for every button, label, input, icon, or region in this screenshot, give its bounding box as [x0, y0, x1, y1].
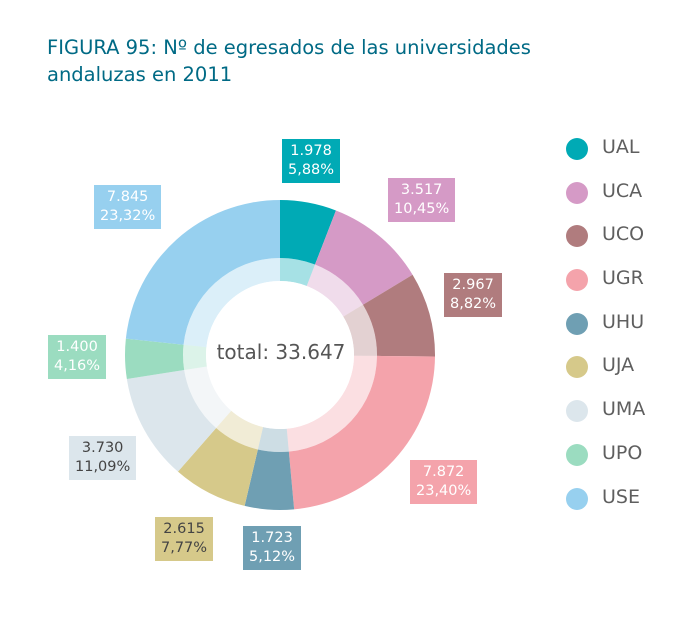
data-label-percent-uca: 10,45% — [394, 201, 450, 217]
slice-uma — [126, 370, 217, 472]
legend-swatch-uco — [566, 225, 588, 248]
data-label-ugr: 7.872 23,40% — [410, 460, 478, 504]
slice-inner-uhu — [257, 427, 289, 452]
slice-inner-uca — [306, 264, 363, 317]
data-label-percent-uco: 8,82% — [450, 296, 497, 312]
data-label-upo: 1.400 4,16% — [48, 335, 107, 379]
slice-inner-uco — [343, 304, 377, 356]
slice-uja — [177, 428, 258, 506]
data-label-use: 7.845 23,32% — [94, 185, 162, 229]
slice-uco — [362, 274, 435, 357]
slice-inner-upo — [183, 344, 207, 371]
data-label-uja: 2.615 7,77% — [155, 517, 214, 561]
legend-swatch-uca — [566, 181, 588, 204]
legend-swatch-uja — [566, 356, 588, 379]
slice-inner-ugr — [286, 355, 377, 452]
legend-swatch-uhu — [566, 312, 588, 335]
legend-swatch-use — [566, 487, 588, 510]
data-label-value-uco: 2.967 — [452, 277, 494, 293]
data-label-value-ual: 1.978 — [290, 143, 332, 159]
legend-swatch-upo — [566, 443, 588, 466]
slice-uca — [315, 210, 413, 305]
legend-swatch-ual — [566, 138, 588, 160]
chart-title: FIGURA 95: Nº de egresados de las univer… — [47, 34, 647, 88]
data-label-value-ugr: 7.872 — [422, 464, 465, 480]
slice-upo — [125, 338, 185, 380]
chart-title-line-2: andaluzas en 2011 — [47, 63, 233, 86]
legend-label-uja: UJA — [602, 354, 635, 377]
data-label-value-uca: 3.517 — [400, 182, 443, 198]
legend-label-uhu: UHU — [602, 310, 645, 333]
data-label-percent-uma: 11,09% — [75, 459, 131, 475]
total-label: total: 33.647 — [216, 340, 346, 364]
data-label-value-upo: 1.400 — [56, 339, 98, 355]
legend-label-upo: UPO — [602, 441, 643, 464]
data-label-ual: 1.978 5,88% — [282, 139, 341, 183]
slice-ual — [280, 200, 336, 265]
slice-inner-use — [183, 258, 280, 348]
legend-label-ual: UAL — [602, 136, 640, 158]
data-label-percent-ugr: 23,40% — [416, 483, 472, 499]
data-label-value-uma: 3.730 — [81, 440, 124, 456]
data-label-uca: 3.517 10,45% — [388, 178, 456, 222]
legend-swatch-ugr — [566, 269, 588, 292]
legend-label-uma: UMA — [602, 398, 646, 421]
data-label-value-uja: 2.615 — [163, 521, 205, 537]
data-label-value-uhu: 1.723 — [251, 530, 293, 546]
slice-ugr — [288, 355, 435, 510]
legend-label-uca: UCA — [602, 179, 643, 202]
slice-inner-uja — [216, 410, 264, 450]
slice-inner-uma — [184, 366, 232, 429]
data-label-percent-uja: 7,77% — [161, 540, 208, 556]
data-label-percent-ual: 5,88% — [288, 162, 335, 178]
data-label-percent-upo: 4,16% — [54, 358, 101, 374]
data-label-value-use: 7.845 — [106, 189, 149, 205]
donut-hole — [206, 281, 354, 429]
data-label-percent-uhu: 5,12% — [249, 549, 296, 565]
data-label-uma: 3.730 11,09% — [69, 436, 137, 480]
slice-inner-ual — [280, 258, 316, 286]
chart-title-line-1: FIGURA 95: Nº de egresados de las univer… — [47, 36, 531, 59]
slice-use — [125, 200, 281, 345]
legend-label-uco: UCO — [602, 223, 645, 246]
legend-label-use: USE — [602, 485, 640, 508]
data-label-uco: 2.967 8,82% — [444, 273, 503, 317]
legend-swatch-uma — [566, 400, 588, 423]
legend-label-ugr: UGR — [602, 267, 644, 290]
slice-uhu — [244, 449, 295, 511]
data-label-percent-use: 23,32% — [100, 208, 156, 224]
data-label-uhu: 1.723 5,12% — [243, 526, 302, 570]
